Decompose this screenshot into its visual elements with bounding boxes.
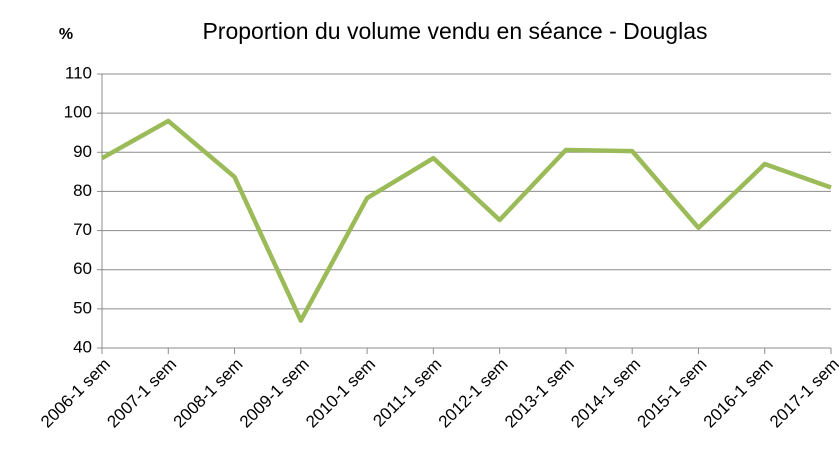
x-tick-label: 2010-1 sem	[302, 355, 379, 432]
y-tick-label: 90	[73, 142, 92, 161]
x-tick-label: 2009-1 sem	[236, 355, 313, 432]
y-tick-label: 80	[73, 181, 92, 200]
x-tick-label: 2006-1 sem	[37, 355, 114, 432]
x-tick-label: 2014-1 sem	[567, 355, 644, 432]
y-axis-label: %	[59, 26, 73, 43]
x-tick-label: 2011-1 sem	[369, 355, 445, 431]
y-tick-label: 50	[73, 298, 92, 317]
x-tick-label: 2017-1 sem	[766, 355, 839, 432]
x-tick-label: 2007-1 sem	[103, 355, 180, 432]
x-tick-label: 2012-1 sem	[435, 355, 512, 432]
y-tick-label: 60	[73, 259, 92, 278]
x-tick-label: 2013-1 sem	[501, 355, 578, 432]
y-tick-label: 100	[64, 103, 92, 122]
x-tick-label: 2015-1 sem	[634, 355, 711, 432]
x-tick-label: 2016-1 sem	[700, 355, 777, 432]
x-tick-label: 2008-1 sem	[170, 355, 247, 432]
y-tick-label: 110	[65, 63, 92, 82]
chart-title: Proportion du volume vendu en séance - D…	[202, 18, 707, 44]
y-tick-label: 70	[73, 220, 92, 239]
line-series	[100, 118, 832, 323]
y-tick-label: 40	[73, 337, 92, 356]
